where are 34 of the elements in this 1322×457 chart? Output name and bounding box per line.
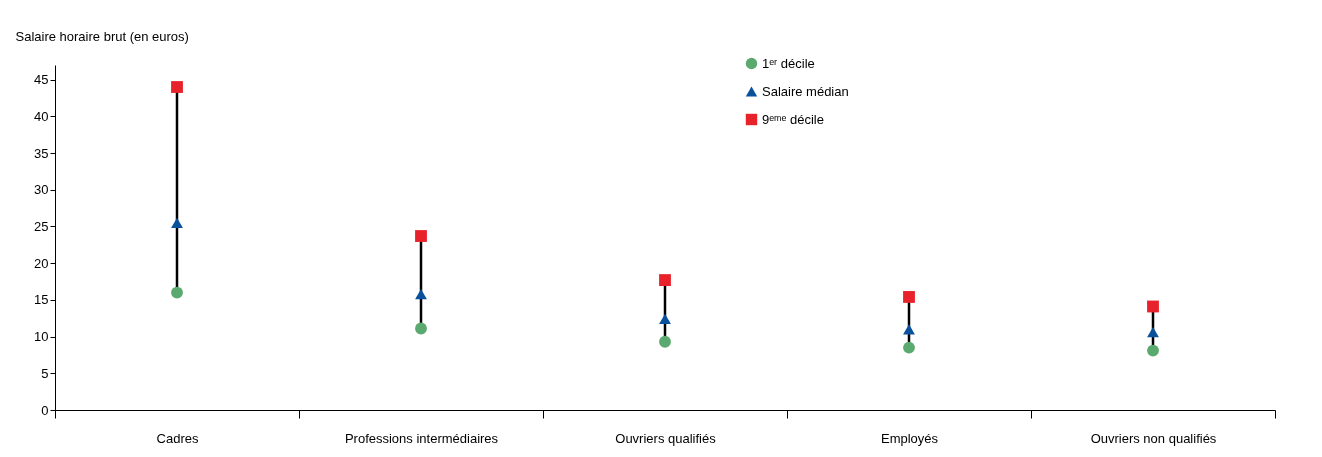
y-tick-label: 10 (34, 329, 49, 345)
legend-label: 9ᵉᵐᵉ décile (762, 111, 824, 127)
legend-label: 1ᵉʳ décile (762, 55, 815, 71)
point (1147, 300, 1159, 313)
x-tick-label: Cadres (156, 430, 199, 446)
y-tick-label: 45 (34, 72, 49, 88)
y-axis-title: Salaire horaire brut (en euros) (15, 28, 189, 44)
point (415, 288, 427, 300)
point (415, 322, 427, 335)
x-tick-label: Employés (880, 430, 939, 446)
point (1147, 327, 1159, 338)
point (659, 274, 671, 286)
y-tick-label: 15 (34, 292, 49, 308)
point (903, 341, 915, 354)
y-tick-label: 0 (41, 402, 49, 418)
point (659, 313, 671, 325)
x-tick-label: Ouvriers qualifiés (615, 430, 717, 446)
legend-label: Salaire médian (762, 83, 849, 99)
y-tick-label: 40 (34, 108, 49, 124)
point (415, 230, 427, 242)
point (171, 81, 183, 93)
y-tick-label: 35 (34, 145, 49, 161)
y-tick-label: 5 (41, 365, 49, 381)
x-tick-label: Ouvriers non qualifiés (1090, 430, 1217, 446)
point (903, 291, 915, 303)
point (171, 286, 183, 299)
point (1147, 344, 1159, 357)
point (171, 217, 183, 228)
x-tick-label: Professions intermédiaires (344, 430, 499, 446)
y-tick-label: 30 (34, 182, 49, 198)
point (659, 335, 671, 348)
y-tick-label: 20 (34, 255, 49, 271)
point (903, 324, 915, 335)
y-tick-label: 25 (34, 218, 49, 234)
